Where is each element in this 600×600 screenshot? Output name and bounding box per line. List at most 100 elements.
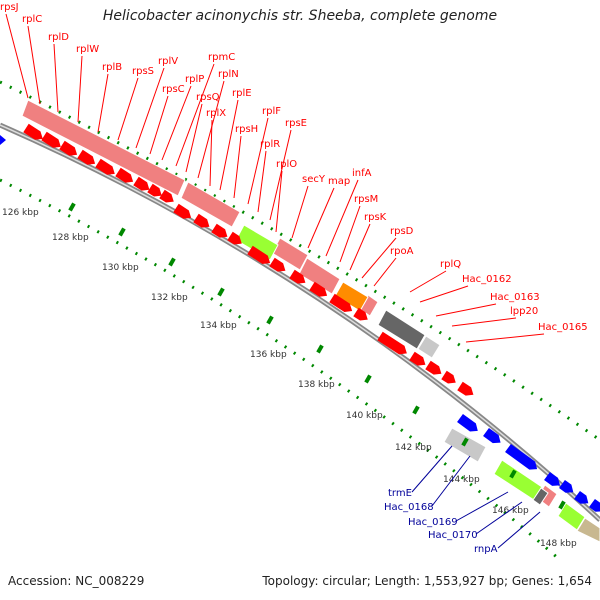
label-leader-line [419, 285, 469, 303]
label-leader-line [247, 117, 269, 205]
red-gene-arrow [133, 176, 150, 191]
gene-label: rplN [218, 69, 239, 80]
red-gene-arrow [409, 351, 426, 366]
gene-label: rplO [276, 159, 297, 170]
label-leader-line [361, 237, 397, 279]
scale-tick [364, 374, 372, 384]
gene-label: map [328, 176, 350, 187]
label-leader-line [209, 119, 213, 187]
label-leader-line [465, 333, 545, 343]
gene-label: rpsQ [196, 92, 220, 103]
gene-label: rplB [102, 62, 122, 73]
red-gene-arrow [425, 360, 442, 375]
blue-gene-arrow [559, 479, 574, 493]
label-leader-line [451, 317, 517, 327]
gene-label: rpsJ [0, 2, 19, 13]
label-leader-line [117, 77, 139, 141]
red-gene-arrow [377, 331, 407, 355]
gene-label: rplW [76, 44, 99, 55]
red-gene-arrow [329, 293, 353, 312]
gene-label: secY [302, 174, 326, 185]
label-leader-line [269, 129, 292, 221]
scale-label: 148 kbp [540, 539, 577, 549]
gene-label: rplP [185, 74, 204, 85]
label-leader-line [257, 150, 267, 213]
scale-tick [266, 315, 274, 325]
label-leader-line [325, 179, 359, 257]
red-gene-arrow [211, 223, 228, 238]
gene-label: Hac_0165 [538, 322, 588, 333]
blue-gene-arrow [0, 135, 6, 145]
scale-tick [412, 405, 420, 415]
gene-label: rnpA [474, 544, 498, 555]
red-gene-arrow [269, 257, 286, 272]
gene-label: infA [352, 168, 372, 179]
scale-label: 128 kbp [52, 233, 89, 243]
red-gene-arrow [173, 203, 192, 219]
red-gene-arrow [441, 370, 456, 384]
scale-tick [316, 344, 324, 354]
red-gene-arrow [289, 269, 306, 284]
gene-label: rplQ [440, 259, 461, 270]
gene-label: lpp20 [510, 306, 538, 317]
gene-label: rpoA [390, 246, 414, 257]
map-title: Helicobacter acinonychis str. Sheeba, co… [102, 8, 498, 24]
gene-label: rpsD [390, 226, 414, 237]
genome-axis [0, 122, 600, 522]
blue-gene-arrow [483, 427, 501, 444]
scale-tick [68, 202, 76, 212]
gene-label: rplF [262, 106, 281, 117]
label-leader-line [27, 25, 41, 105]
label-leader-line [135, 67, 165, 149]
scale-label: 136 kbp [250, 350, 287, 360]
genome-axis-highlight [0, 124, 600, 521]
blue-gene-arrow [574, 490, 589, 504]
gene-label: rpsM [354, 194, 378, 205]
red-gene-arrow [353, 307, 368, 321]
label-leader-line [475, 501, 523, 535]
label-leader-line [233, 135, 242, 199]
label-leader-line [275, 170, 283, 233]
blue-gene-arrow [505, 443, 538, 470]
red-gene-track [23, 123, 474, 396]
label-leader-line [455, 491, 509, 522]
label-leader-line [411, 445, 453, 493]
scale-tick [461, 437, 469, 447]
label-leader-line [185, 103, 203, 173]
red-gene-arrow [457, 381, 474, 396]
gene-label: trmE [388, 488, 412, 499]
scale-label: 134 kbp [200, 321, 237, 331]
label-leader-line [197, 80, 225, 179]
scale-track: 126 kbp 128 kbp 130 kbp 132 kbp 134 kbp 136 k… [2, 202, 577, 549]
label-leader-line [97, 73, 109, 133]
color-band-track [235, 224, 600, 543]
gene-label: rpmC [208, 52, 235, 63]
blue-gene-labels: trmE Hac_0168 Hac_0169 Hac_0170 rnpA [384, 445, 541, 555]
scale-label: 130 kbp [102, 263, 139, 273]
gene-label: rplR [260, 139, 280, 150]
scale-tick [168, 257, 176, 267]
gene-label: rpsE [285, 118, 307, 129]
label-leader-line [161, 85, 192, 161]
gene-label: Hac_0163 [490, 292, 540, 303]
gene-label: rpsH [235, 124, 258, 135]
gene-label: rpsK [364, 212, 387, 223]
gene-label: rplC [22, 14, 42, 25]
scale-label: 126 kbp [2, 208, 39, 218]
red-gene-arrow [309, 281, 328, 297]
gene-label: rplV [158, 56, 178, 67]
label-leader-line [149, 95, 169, 155]
outer-dotted-arc [0, 80, 600, 442]
label-leader-line [53, 43, 59, 113]
label-leader-line [291, 185, 309, 239]
label-leader-line [77, 55, 83, 123]
label-leader-line [175, 63, 215, 167]
label-leader-line [5, 13, 29, 99]
blue-gene-track [0, 135, 600, 512]
red-gene-arrow [247, 245, 271, 264]
scale-label: 140 kbp [346, 411, 383, 421]
blue-gene-arrow [544, 471, 560, 486]
label-leader-line [497, 511, 541, 549]
